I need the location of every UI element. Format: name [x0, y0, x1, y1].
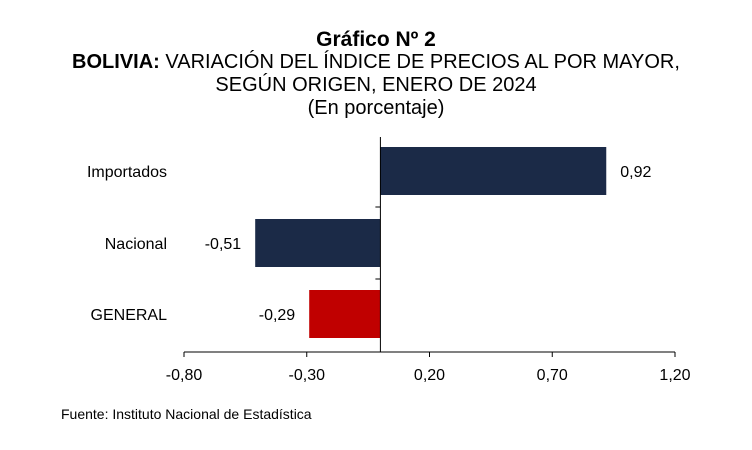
category-label: Importados: [87, 164, 167, 181]
bar-importados: [380, 147, 607, 195]
chart-unit: (En porcentaje): [307, 97, 445, 119]
data-label: -0,51: [205, 236, 242, 253]
chart-subtitle-line1: BOLIVIA: VARIACIÓN DEL ÍNDICE DE PRECIOS…: [0, 51, 752, 74]
chart-title-block: Gráfico Nº 2 BOLIVIA: VARIACIÓN DEL ÍNDI…: [0, 28, 752, 120]
x-tick-label: -0,30: [289, 367, 326, 384]
x-tick-label: 0,70: [537, 367, 568, 384]
source-note: Fuente: Instituto Nacional de Estadístic…: [61, 406, 312, 422]
chart-title: Gráfico Nº 2: [316, 28, 436, 51]
x-tick-label: 1,20: [659, 367, 690, 384]
x-tick-label: -0,80: [166, 367, 203, 384]
bar-nacional: [255, 219, 381, 267]
category-label: Nacional: [105, 236, 167, 253]
x-tick-label: 0,20: [414, 367, 445, 384]
chart-subtitle-text: VARIACIÓN DEL ÍNDICE DE PRECIOS AL POR M…: [159, 51, 680, 73]
data-label: 0,92: [620, 164, 651, 181]
bar-general: [309, 290, 381, 338]
data-label: -0,29: [259, 307, 296, 324]
chart-subtitle-line2: SEGÚN ORIGEN, ENERO DE 2024: [215, 74, 537, 96]
category-label: GENERAL: [91, 307, 168, 324]
chart-subtitle-country: BOLIVIA:: [72, 51, 160, 73]
